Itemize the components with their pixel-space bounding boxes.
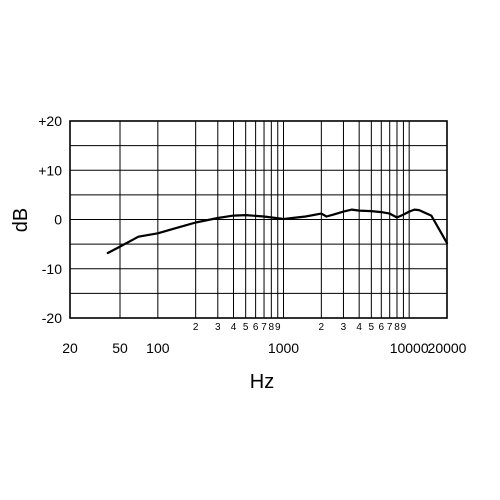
x-minor-tick-label: 4 [231, 322, 237, 333]
plot-frame [69, 120, 448, 319]
y-tick-label: +10 [38, 162, 62, 178]
grid [69, 120, 448, 319]
x-minor-tick-label: 6 [253, 322, 259, 333]
x-major-tick-label: 1000 [268, 340, 299, 356]
x-minor-tick-label: 7 [261, 322, 267, 333]
y-tick-label: 0 [54, 212, 62, 228]
x-axis-label: Hz [250, 371, 274, 393]
x-minor-tick-label: 8 [269, 322, 275, 333]
x-minor-tick-label: 9 [275, 322, 281, 333]
x-minor-tick-label: 5 [369, 322, 375, 333]
x-minor-tick-label: 2 [319, 322, 325, 333]
y-tick-label: -10 [42, 261, 62, 277]
response-curve [106, 208, 449, 255]
x-minor-tick-label: 6 [379, 322, 385, 333]
x-major-tick-label: 100 [146, 340, 170, 356]
y-tick-label: +20 [38, 113, 62, 129]
x-minor-tick-label: 2 [193, 322, 199, 333]
x-minor-tick-label: 5 [243, 322, 249, 333]
x-minor-tick-label: 7 [387, 322, 393, 333]
x-minor-tick-label: 3 [215, 322, 221, 333]
x-minor-tick-label: 8 [394, 322, 400, 333]
x-major-tick-label: 10000 [390, 340, 429, 356]
x-minor-tick-label: 9 [401, 322, 407, 333]
y-tick-label: -20 [42, 310, 62, 326]
y-axis-label: dB [10, 208, 32, 232]
y-tick-labels: +20 +10 0 -10 -20 [38, 113, 62, 326]
x-major-tick-label: 20000 [428, 340, 467, 356]
x-minor-tick-label: 4 [356, 322, 362, 333]
x-minor-tick-label: 3 [341, 322, 347, 333]
x-major-tick-label: 20 [62, 340, 78, 356]
x-major-tick-label: 50 [112, 340, 128, 356]
